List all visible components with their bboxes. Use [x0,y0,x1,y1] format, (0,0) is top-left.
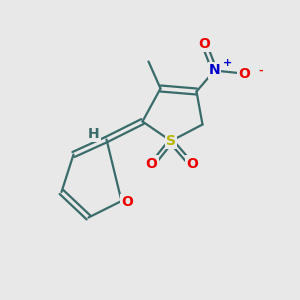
Text: O: O [238,67,250,80]
Text: -: - [258,66,263,76]
Text: H: H [88,127,100,141]
Text: N: N [209,64,220,77]
Text: +: + [223,58,232,68]
Text: S: S [166,134,176,148]
Text: O: O [122,196,134,209]
Text: O: O [198,37,210,50]
Text: O: O [186,157,198,170]
Text: O: O [146,157,158,170]
